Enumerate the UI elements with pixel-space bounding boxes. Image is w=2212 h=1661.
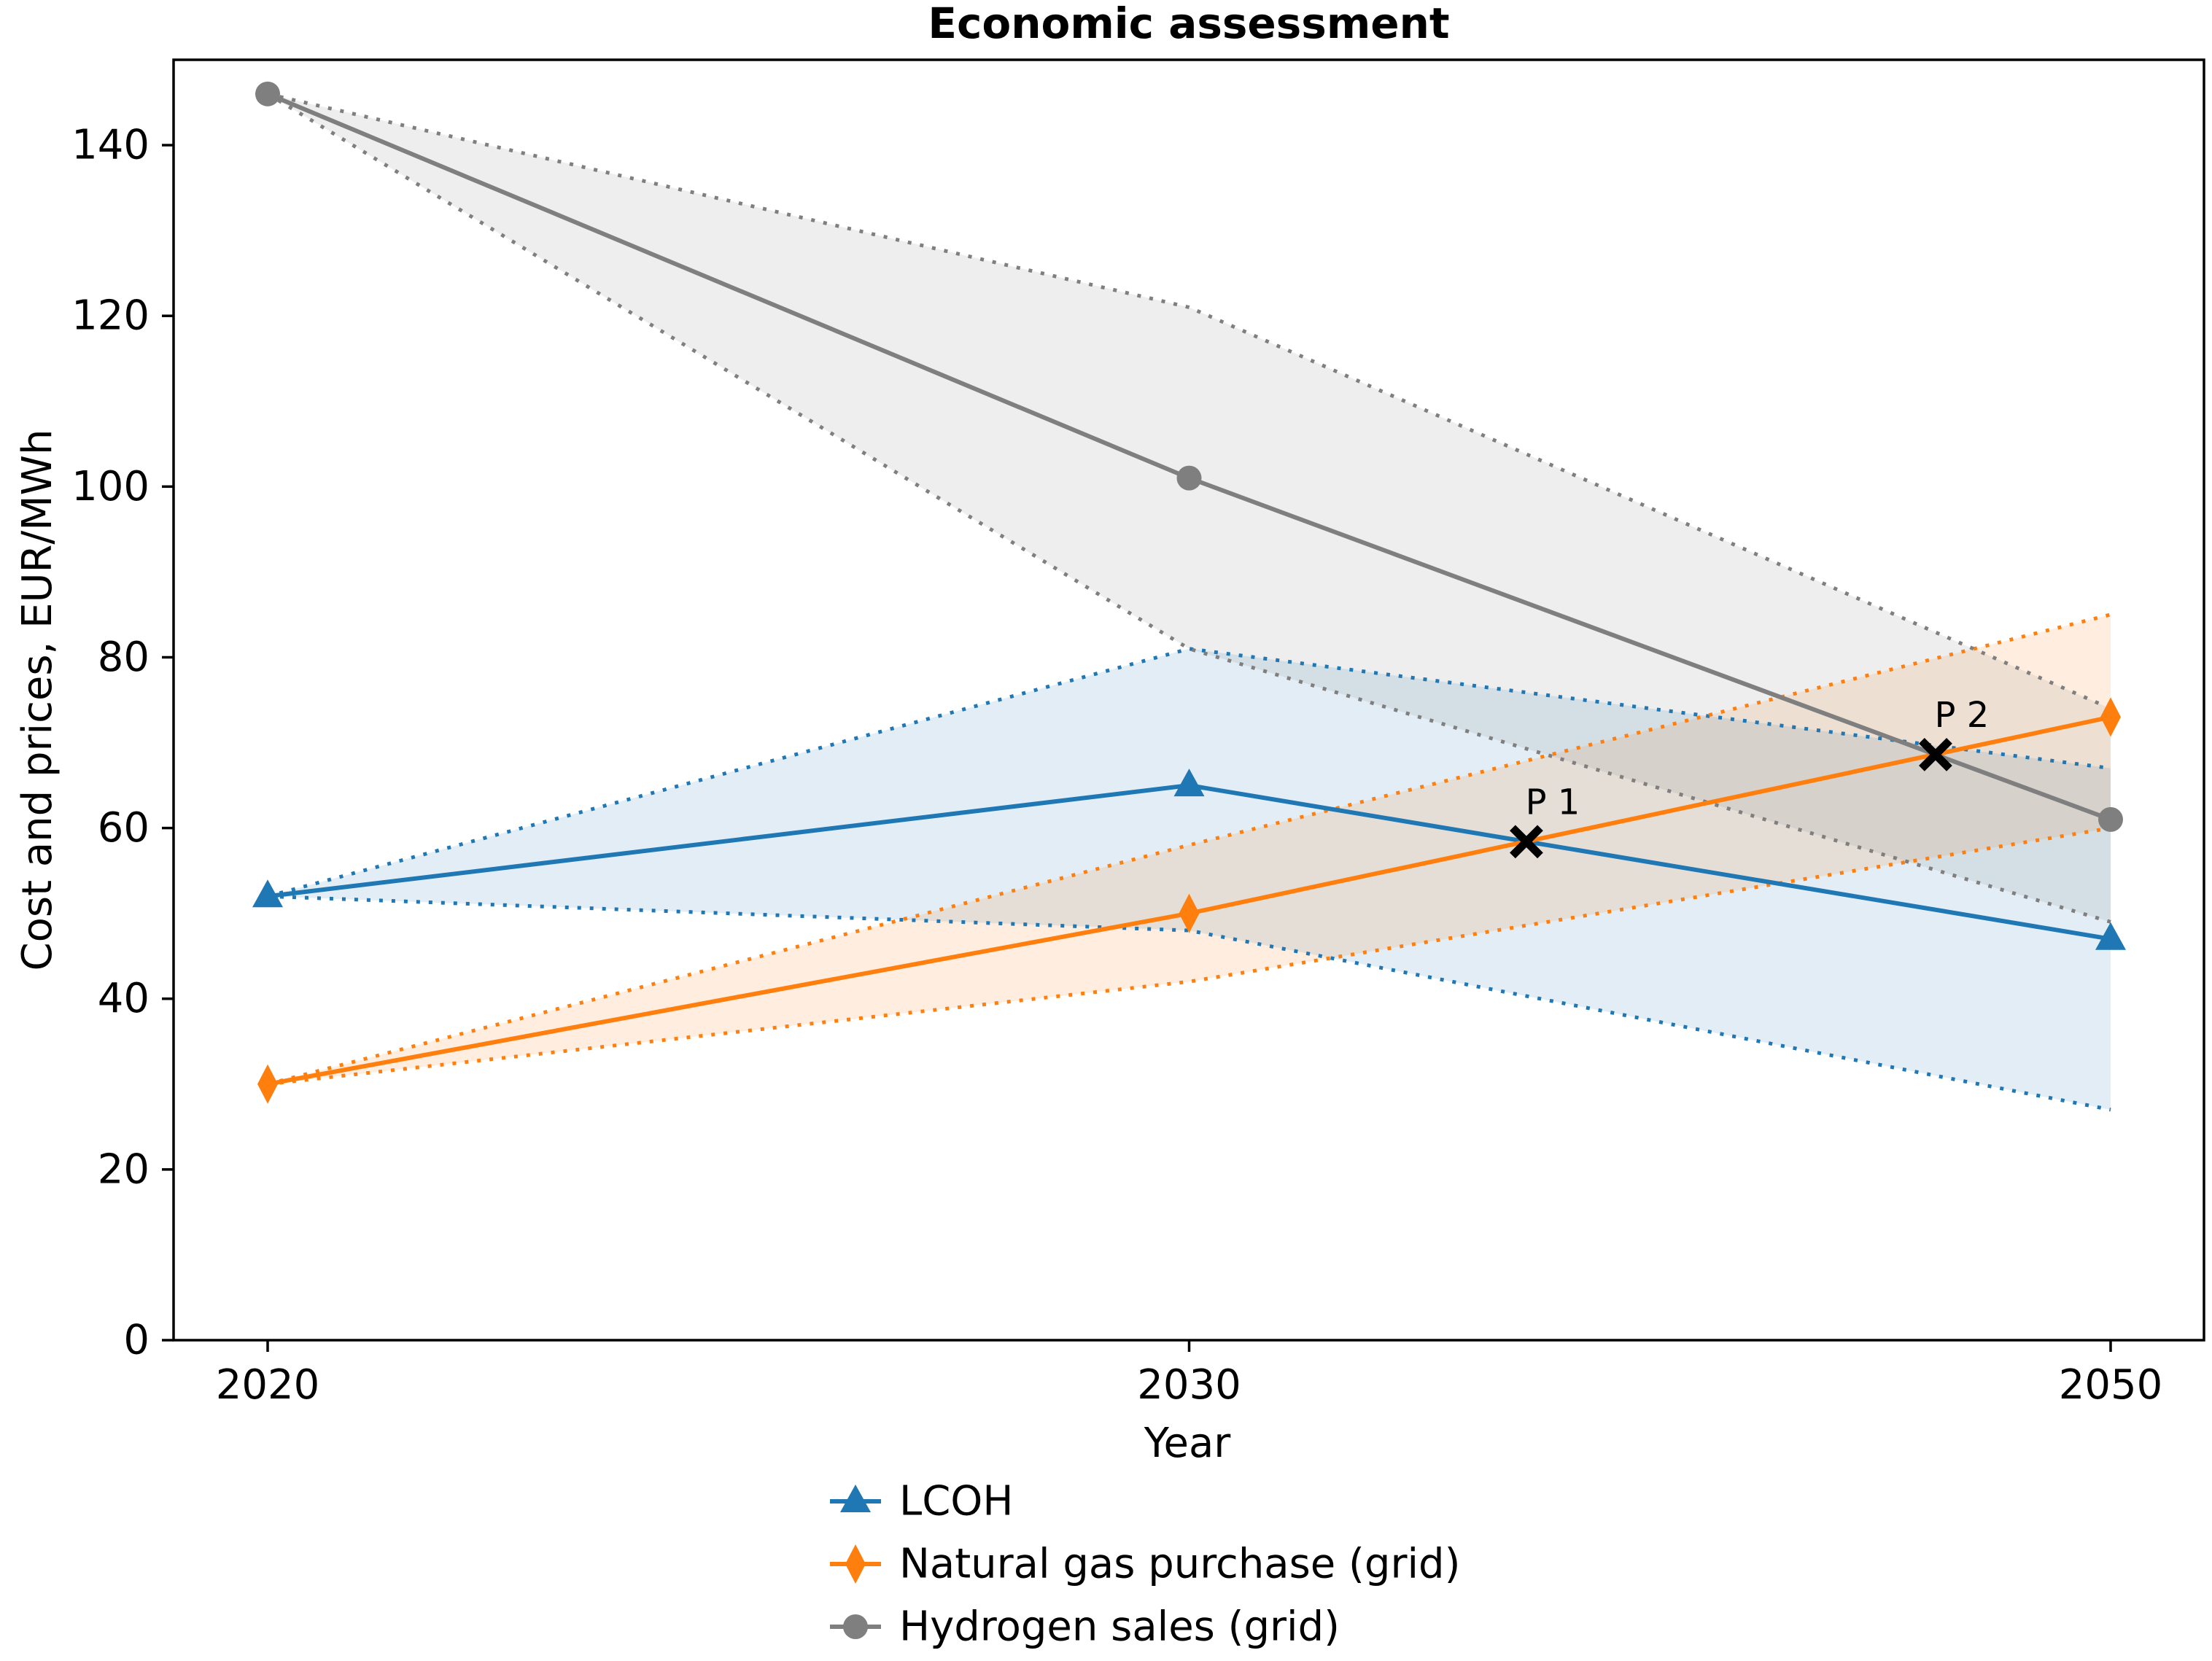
y-tick-label: 80 — [98, 634, 150, 681]
band-edge-lower-natural-gas-purchase-grid — [267, 826, 2111, 1086]
band-fill-lcoh — [268, 648, 2111, 1110]
legend-marker-hydrogen-sales-grid — [843, 1614, 868, 1639]
x-marker-stroke — [1919, 738, 1952, 771]
legend-item-lcoh: LCOH — [830, 1478, 1014, 1525]
band-edge-upper-hydrogen-sales-grid — [267, 92, 2111, 710]
uncertainty-bands — [268, 93, 2111, 1110]
y-tick-label: 140 — [71, 122, 150, 169]
marker-hydrogen-sales-grid-2020 — [255, 81, 280, 106]
y-axis-label: Cost and prices, EUR/MWh — [14, 429, 61, 971]
marker-natural-gas-purchase-grid-2020 — [257, 1064, 278, 1104]
marker-lcoh-2050 — [2095, 922, 2126, 950]
legend-item-natural-gas-purchase-grid: Natural gas purchase (grid) — [830, 1541, 1460, 1588]
annotation-label-p-1: P 1 — [1526, 782, 1580, 822]
x-axis-label: Year — [1144, 1420, 1232, 1467]
legend-item-hydrogen-sales-grid: Hydrogen sales (grid) — [830, 1603, 1340, 1651]
chart-title: Economic assessment — [928, 0, 1449, 48]
band-fill-natural-gas-purchase-grid — [268, 614, 2111, 1084]
y-tick-label: 0 — [123, 1317, 150, 1364]
marker-hydrogen-sales-grid-2030 — [1176, 465, 1202, 491]
marker-natural-gas-purchase-grid-2030 — [1179, 893, 1200, 933]
band-fill-hydrogen-sales-grid — [268, 93, 2111, 922]
annotations: P 1 P 2 — [1510, 695, 1990, 859]
band-dotted-edges — [266, 92, 2111, 1112]
marker-lcoh-2020 — [252, 879, 283, 908]
marker-hydrogen-sales-grid-2050 — [2098, 806, 2123, 832]
legend-marker-lcoh — [840, 1485, 871, 1512]
annotation-marker-p-2 — [1919, 738, 1952, 771]
y-tick-label: 100 — [71, 463, 150, 510]
y-tick-label: 20 — [98, 1145, 150, 1193]
x-tick-label: 2030 — [1137, 1361, 1241, 1409]
annotation-marker-p-1 — [1510, 825, 1543, 859]
annotation-label-p-2: P 2 — [1935, 695, 1990, 736]
marker-natural-gas-purchase-grid-2050 — [2100, 697, 2121, 737]
y-tick-label: 120 — [71, 292, 150, 340]
marker-lcoh-2030 — [1173, 769, 1205, 797]
y-tick-label: 40 — [98, 975, 150, 1022]
legend-label-lcoh: LCOH — [899, 1478, 1014, 1525]
x-tick-label: 2020 — [216, 1361, 320, 1409]
x-tick-label: 2050 — [2059, 1361, 2163, 1409]
legend-label-natural-gas-purchase-grid: Natural gas purchase (grid) — [899, 1541, 1460, 1588]
y-tick-label: 60 — [98, 804, 150, 852]
legend: LCOH Natural gas purchase (grid) Hydrogen … — [830, 1478, 1460, 1651]
series-markers — [252, 81, 2126, 1104]
legend-marker-natural-gas-purchase-grid — [845, 1544, 866, 1584]
axis-ticks: 0 20 40 60 80 100 120 140 2020 2030 2050 — [71, 122, 2162, 1409]
legend-label-hydrogen-sales-grid: Hydrogen sales (grid) — [899, 1603, 1340, 1651]
x-marker-stroke — [1510, 825, 1543, 859]
